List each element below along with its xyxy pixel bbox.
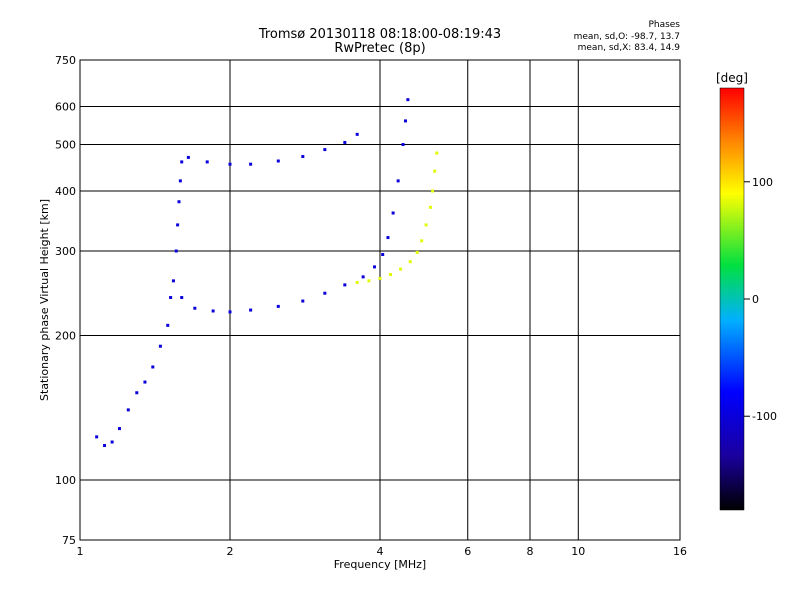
x-tick-label: 8 <box>527 545 534 558</box>
data-point <box>193 306 197 310</box>
y-tick-label: 200 <box>55 330 76 343</box>
data-point <box>249 308 253 312</box>
data-point <box>143 380 147 384</box>
x-tick-label: 4 <box>377 545 384 558</box>
data-point <box>323 148 327 152</box>
y-tick-label: 750 <box>55 54 76 67</box>
data-point <box>386 236 390 240</box>
data-point <box>228 162 232 166</box>
data-point <box>433 169 437 173</box>
x-tick-label: 6 <box>464 545 471 558</box>
data-point <box>301 155 305 159</box>
data-point <box>420 239 424 243</box>
y-tick-label: 75 <box>62 534 76 547</box>
data-point <box>367 279 371 283</box>
phase-stats-x-mode: mean, sd,X: 83.4, 14.9 <box>577 43 680 53</box>
data-point <box>95 435 99 439</box>
y-tick-label: 100 <box>55 474 76 487</box>
y-tick-label: 300 <box>55 245 76 258</box>
grid-lines <box>80 60 680 540</box>
data-point <box>399 267 403 271</box>
data-point <box>424 223 428 227</box>
data-point <box>431 189 435 193</box>
data-point <box>276 304 280 308</box>
data-point <box>151 365 155 369</box>
data-point <box>361 275 365 279</box>
chart-subtitle: RwPretec (8p) <box>334 41 426 56</box>
colorbar-tick-label: 100 <box>752 176 773 189</box>
data-point <box>355 280 359 284</box>
data-point <box>408 260 412 264</box>
data-point <box>355 132 359 136</box>
data-point <box>169 296 173 300</box>
data-point <box>276 159 280 163</box>
data-point <box>228 310 232 314</box>
data-point <box>406 98 410 102</box>
y-tick-label: 400 <box>55 185 76 198</box>
data-point <box>389 273 393 277</box>
data-points <box>95 98 439 448</box>
data-point <box>126 408 130 412</box>
x-tick-label: 16 <box>673 545 687 558</box>
data-point <box>177 200 181 204</box>
plot-frame <box>79 59 681 541</box>
data-point <box>403 119 407 123</box>
data-point <box>211 309 215 313</box>
data-point <box>378 276 382 280</box>
x-tick-label: 10 <box>571 545 585 558</box>
data-point <box>249 162 253 166</box>
data-point <box>428 205 432 209</box>
data-point <box>415 250 419 254</box>
data-point <box>166 323 170 327</box>
phase-stats-heading: Phases <box>648 20 680 30</box>
data-point <box>323 291 327 295</box>
y-tick-label: 600 <box>55 101 76 114</box>
data-point <box>178 179 182 183</box>
colorbar-tick-label: -100 <box>752 410 777 423</box>
data-point <box>205 160 209 164</box>
y-tick-label: 500 <box>55 139 76 152</box>
data-point <box>373 265 377 269</box>
x-axis-ticks: 1 2 4 6 8 10 16 <box>77 545 688 558</box>
colorbar-tick-label: 0 <box>752 293 759 306</box>
data-point <box>301 299 305 303</box>
data-point <box>343 283 347 287</box>
x-tick-label: 2 <box>227 545 234 558</box>
data-point <box>396 179 400 183</box>
data-point <box>117 427 121 431</box>
x-axis-label: Frequency [MHz] <box>334 558 426 571</box>
data-point <box>103 444 107 448</box>
data-point <box>435 151 439 155</box>
y-axis-ticks: 75 100 200 300 400 500 600 750 <box>55 54 76 547</box>
data-point <box>186 155 190 159</box>
colorbar-ticks: 100 0 -100 <box>744 176 777 423</box>
data-point <box>158 344 162 348</box>
phase-stats-o-mode: mean, sd,O: -98.7, 13.7 <box>573 32 680 42</box>
data-point <box>180 160 184 164</box>
x-tick-label: 1 <box>77 545 84 558</box>
data-point <box>171 279 175 283</box>
data-point <box>401 143 405 147</box>
data-point <box>343 140 347 144</box>
y-axis-label: Stationary phase Virtual Height [km] <box>38 199 51 401</box>
colorbar <box>720 88 744 510</box>
data-point <box>174 249 178 253</box>
data-point <box>135 391 139 395</box>
data-point <box>176 223 180 227</box>
data-point <box>381 253 385 257</box>
colorbar-label: [deg] <box>716 71 748 85</box>
data-point <box>180 296 184 300</box>
chart-title: Tromsø 20130118 08:18:00-08:19:43 <box>258 27 502 42</box>
data-point <box>391 211 395 215</box>
data-point <box>110 440 114 444</box>
